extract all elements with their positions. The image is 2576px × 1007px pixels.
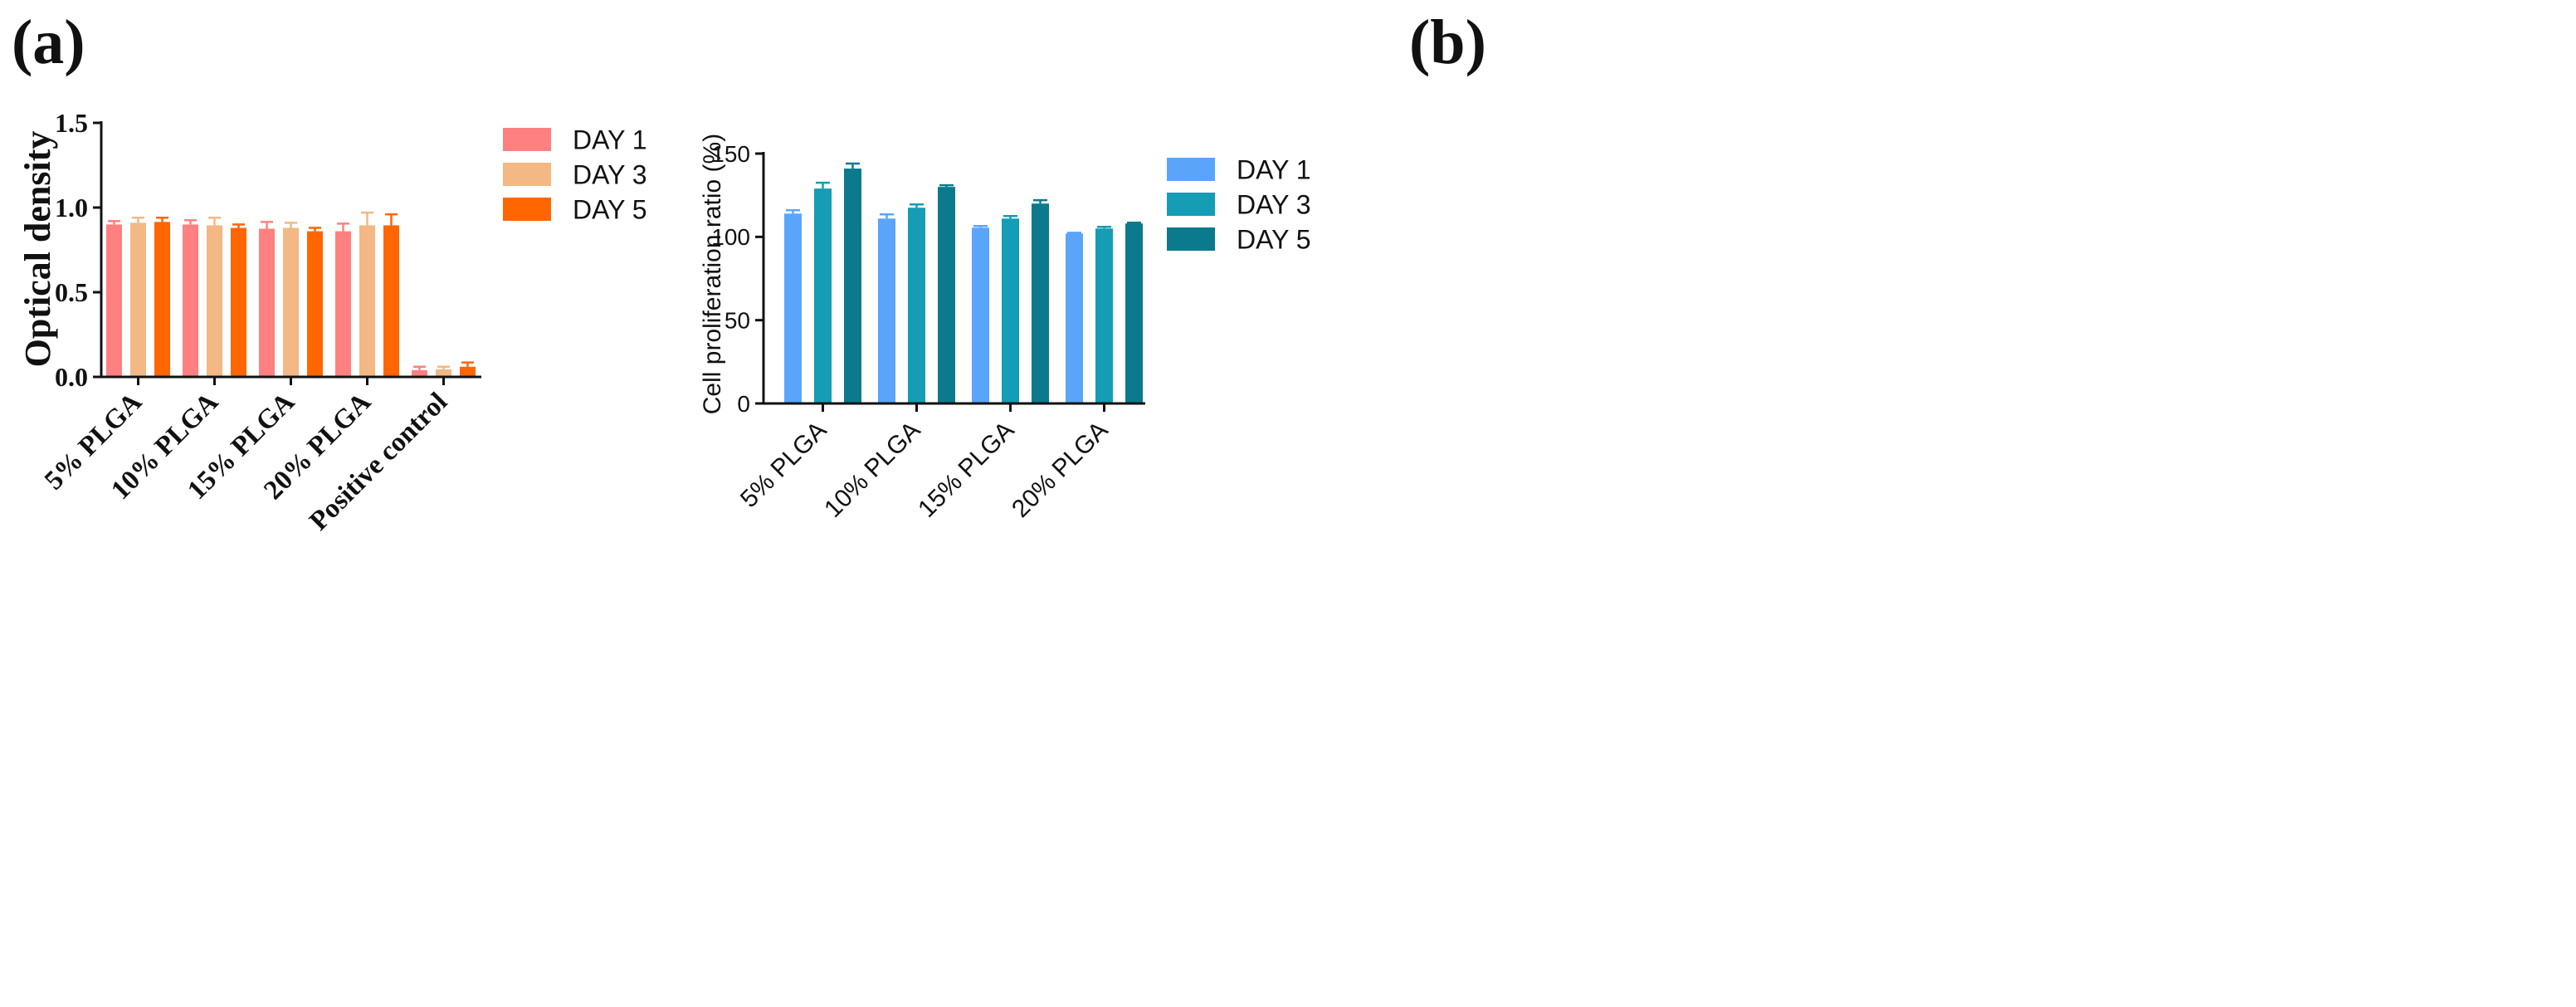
bar-3-3 (1032, 203, 1049, 403)
bar-3-3 (307, 231, 323, 377)
x-category-label-1: 10% PLGA (819, 417, 925, 523)
x-category-label-0: 5% PLGA (735, 417, 832, 513)
y-tick-label-3: 1.5 (55, 108, 88, 138)
y-tick-label-1: 0.5 (55, 277, 88, 307)
bar-2-3 (283, 227, 299, 377)
bar-2-1 (814, 188, 832, 403)
bar-2-3 (1002, 218, 1019, 403)
legend-label-3: DAY 5 (1237, 225, 1311, 255)
x-category-label-2: 15% PLGA (913, 417, 1019, 523)
bar-1-1 (784, 213, 802, 403)
x-category-label-4: Positive control (304, 387, 453, 536)
y-tick-label-2: 1.0 (55, 193, 88, 222)
legend-label-2: DAY 3 (1237, 190, 1311, 220)
legend-swatch-1 (1167, 158, 1215, 181)
y-tick-label-2: 100 (711, 224, 750, 250)
y-tick-label-0: 0 (737, 391, 750, 417)
bar-1-5 (412, 369, 427, 377)
y-axis-label: Cell proliferation ratio (%) (699, 134, 726, 414)
bar-2-5 (436, 369, 451, 377)
bar-3-4 (1125, 223, 1143, 403)
y-tick-label-0: 0.0 (55, 362, 88, 392)
bar-2-4 (1095, 228, 1113, 403)
bar-2-1 (130, 222, 146, 377)
bar-1-2 (878, 218, 895, 403)
y-tick-label-3: 150 (711, 141, 750, 167)
bar-2-2 (207, 225, 222, 377)
legend-label-3: DAY 5 (573, 195, 647, 225)
bar-3-1 (154, 222, 170, 377)
bar-1-3 (972, 227, 989, 403)
bar-3-5 (460, 366, 476, 377)
bar-3-1 (844, 169, 861, 403)
y-tick-label-1: 50 (724, 307, 750, 333)
x-category-label-3: 20% PLGA (1007, 417, 1113, 523)
legend-swatch-3 (503, 198, 551, 221)
legend-swatch-2 (503, 163, 551, 186)
legend-swatch-1 (503, 128, 551, 151)
y-axis-label: Optical density (17, 131, 58, 368)
legend-label-1: DAY 1 (573, 125, 647, 155)
bar-1-4 (335, 231, 351, 377)
legend-swatch-3 (1167, 227, 1215, 251)
legend-label-1: DAY 1 (1237, 155, 1311, 185)
bar-3-2 (231, 227, 246, 377)
legend-label-2: DAY 3 (573, 160, 647, 190)
bar-3-4 (383, 225, 399, 377)
bar-1-3 (259, 228, 275, 377)
bar-2-2 (908, 208, 925, 403)
bar-1-1 (106, 224, 122, 377)
legend-swatch-2 (1167, 193, 1215, 216)
panel-b-label: (b) (1409, 7, 1486, 77)
bar-1-4 (1066, 233, 1083, 403)
panel-a-label: (a) (12, 7, 85, 77)
bar-2-4 (359, 225, 375, 377)
bar-1-2 (183, 224, 198, 377)
bar-3-2 (938, 187, 955, 403)
